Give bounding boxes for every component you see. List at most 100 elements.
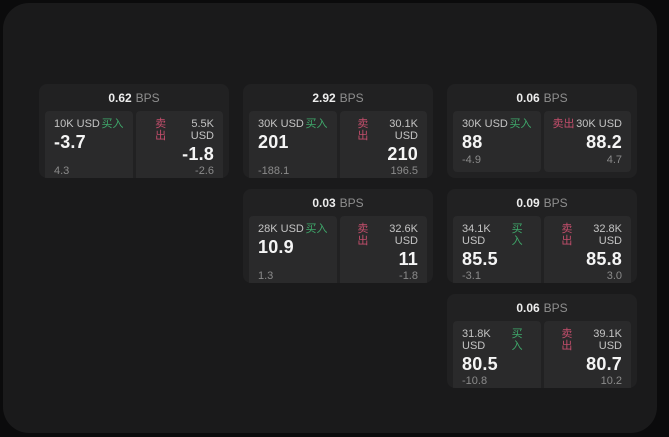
buy-label: 买入 <box>511 223 523 248</box>
sell-tile[interactable]: 卖出 5.5K USD -1.8 -2.6 <box>135 111 223 178</box>
quote-card: 0.09 BPS 34.1K USD 买入 85.5 -3.1 卖出 <box>447 189 637 283</box>
sell-delta: -2.6 <box>195 164 214 177</box>
buy-amount: 31.8K USD <box>462 328 491 353</box>
buy-delta: 1.3 <box>258 269 274 282</box>
sell-top-row: 卖出 30.1K USD <box>349 118 418 143</box>
sell-label: 卖出 <box>552 118 575 130</box>
card-header: 0.03 BPS <box>243 189 433 216</box>
buy-price: 85.5 <box>462 249 498 270</box>
card-header: 0.06 BPS <box>447 84 637 111</box>
sell-label: 卖出 <box>357 223 369 248</box>
buy-amount: 30K USD <box>462 118 508 130</box>
sell-delta: 196.5 <box>390 164 418 177</box>
buy-label: 买入 <box>511 328 523 353</box>
sell-delta: -1.8 <box>399 269 418 282</box>
buy-tile[interactable]: 30K USD 买入 201 -188.1 <box>249 111 337 178</box>
sell-delta: 4.7 <box>606 153 622 166</box>
bps-unit-label: BPS <box>339 90 364 105</box>
quote-card: 0.03 BPS 28K USD 买入 10.9 1.3 卖出 <box>243 189 433 283</box>
sell-amount: 5.5K USD <box>190 118 214 143</box>
sell-label: 卖出 <box>357 118 369 143</box>
buy-amount: 28K USD <box>258 223 304 235</box>
buy-tile[interactable]: 28K USD 买入 10.9 1.3 <box>249 216 337 283</box>
buy-amount: 10K USD <box>54 118 100 130</box>
sell-top-row: 卖出 32.8K USD <box>553 223 622 248</box>
card-body: 10K USD 买入 -3.7 4.3 卖出 5.5K USD -1.8 -2.… <box>39 111 229 178</box>
sell-label: 卖出 <box>561 223 573 248</box>
bps-value: 0.62 <box>108 90 132 105</box>
buy-label: 买入 <box>305 118 328 130</box>
buy-delta: -10.8 <box>462 374 488 387</box>
card-body: 31.8K USD 买入 80.5 -10.8 卖出 39.1K USD 80.… <box>447 321 637 388</box>
buy-tile[interactable]: 34.1K USD 买入 85.5 -3.1 <box>453 216 541 283</box>
sell-tile[interactable]: 卖出 39.1K USD 80.7 10.2 <box>543 321 631 388</box>
card-body: 28K USD 买入 10.9 1.3 卖出 32.6K USD 11 -1.8 <box>243 216 433 283</box>
quote-card: 0.06 BPS 30K USD 买入 88 -4.9 卖出 <box>447 84 637 178</box>
sell-label: 卖出 <box>155 118 167 143</box>
quote-cards-grid: 0.62 BPS 10K USD 买入 -3.7 4.3 卖出 <box>39 84 637 388</box>
bps-value: 0.03 <box>312 195 336 210</box>
sell-price: 88.2 <box>586 132 622 153</box>
sell-amount: 30K USD <box>576 118 622 130</box>
sell-top-row: 卖出 39.1K USD <box>553 328 622 353</box>
quote-card: 0.06 BPS 31.8K USD 买入 80.5 -10.8 卖 <box>447 294 637 388</box>
sell-top-row: 卖出 30K USD <box>553 118 623 130</box>
buy-amount: 30K USD <box>258 118 304 130</box>
bps-unit-label: BPS <box>543 195 568 210</box>
buy-price: 201 <box>258 132 289 153</box>
card-header: 0.09 BPS <box>447 189 637 216</box>
quote-card: 0.62 BPS 10K USD 买入 -3.7 4.3 卖出 <box>39 84 229 178</box>
sell-delta: 10.2 <box>600 374 622 387</box>
sell-price: -1.8 <box>182 144 214 165</box>
sell-price: 210 <box>387 144 418 165</box>
sell-amount: 30.1K USD <box>389 118 418 143</box>
sell-tile[interactable]: 卖出 32.8K USD 85.8 3.0 <box>543 216 631 283</box>
buy-delta: -3.1 <box>462 269 481 282</box>
buy-delta: 4.3 <box>54 164 70 177</box>
buy-top-row: 34.1K USD 买入 <box>462 223 532 247</box>
card-header: 0.06 BPS <box>447 294 637 321</box>
quote-card: 2.92 BPS 30K USD 买入 201 -188.1 卖出 <box>243 84 433 178</box>
buy-top-row: 28K USD 买入 <box>258 223 328 235</box>
buy-price: 88 <box>462 132 483 153</box>
bps-value: 0.06 <box>516 300 540 315</box>
buy-label: 买入 <box>101 118 124 130</box>
buy-tile[interactable]: 30K USD 买入 88 -4.9 <box>453 111 541 172</box>
bps-value: 2.92 <box>312 90 336 105</box>
buy-price: 10.9 <box>258 237 294 258</box>
main-panel: 0.62 BPS 10K USD 买入 -3.7 4.3 卖出 <box>3 3 657 433</box>
bps-unit-label: BPS <box>135 90 160 105</box>
buy-top-row: 10K USD 买入 <box>54 118 124 130</box>
sell-top-row: 卖出 32.6K USD <box>349 223 418 248</box>
sell-price: 80.7 <box>586 354 622 375</box>
card-body: 34.1K USD 买入 85.5 -3.1 卖出 32.8K USD 85.8… <box>447 216 637 283</box>
buy-tile[interactable]: 10K USD 买入 -3.7 4.3 <box>45 111 133 178</box>
bps-unit-label: BPS <box>339 195 364 210</box>
sell-delta: 3.0 <box>606 269 622 282</box>
card-header: 0.62 BPS <box>39 84 229 111</box>
sell-tile[interactable]: 卖出 32.6K USD 11 -1.8 <box>339 216 427 283</box>
buy-label: 买入 <box>305 223 328 235</box>
buy-top-row: 30K USD 买入 <box>258 118 328 130</box>
sell-amount: 32.6K USD <box>389 223 418 248</box>
sell-price: 11 <box>398 249 418 270</box>
buy-price: -3.7 <box>54 132 86 153</box>
buy-top-row: 30K USD 买入 <box>462 118 532 130</box>
bps-unit-label: BPS <box>543 90 568 105</box>
buy-tile[interactable]: 31.8K USD 买入 80.5 -10.8 <box>453 321 541 388</box>
buy-delta: -4.9 <box>462 153 481 166</box>
buy-price: 80.5 <box>462 354 498 375</box>
sell-amount: 32.8K USD <box>593 223 622 248</box>
bps-value: 0.09 <box>516 195 540 210</box>
sell-tile[interactable]: 卖出 30K USD 88.2 4.7 <box>543 111 631 172</box>
sell-top-row: 卖出 5.5K USD <box>145 118 214 143</box>
sell-label: 卖出 <box>561 328 573 353</box>
card-body: 30K USD 买入 88 -4.9 卖出 30K USD 88.2 4.7 <box>447 111 637 178</box>
bps-unit-label: BPS <box>543 300 568 315</box>
card-header: 2.92 BPS <box>243 84 433 111</box>
sell-tile[interactable]: 卖出 30.1K USD 210 196.5 <box>339 111 427 178</box>
buy-amount: 34.1K USD <box>462 223 491 248</box>
card-body: 30K USD 买入 201 -188.1 卖出 30.1K USD 210 1… <box>243 111 433 178</box>
sell-price: 85.8 <box>586 249 622 270</box>
